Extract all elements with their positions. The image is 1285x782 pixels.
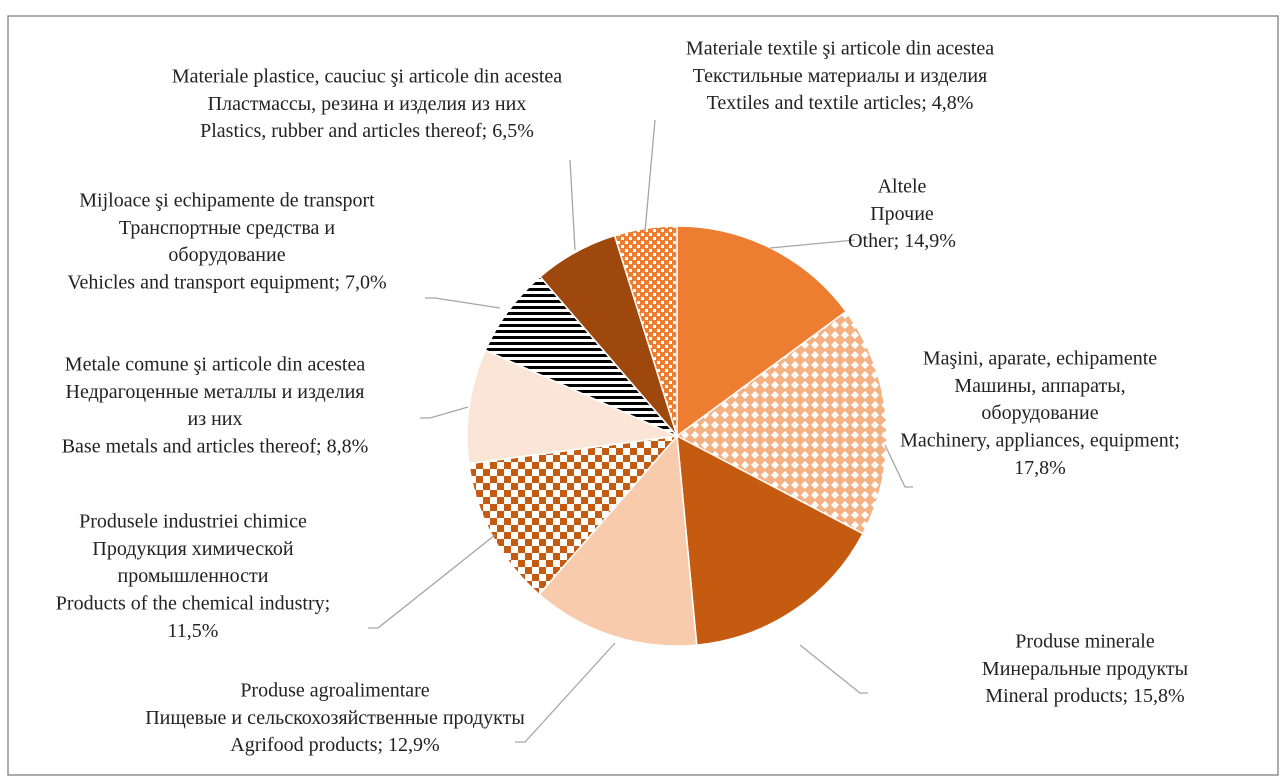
data-label: Materiale plastice, cauciuc şi articole …: [172, 66, 562, 88]
data-label: из них: [187, 408, 242, 430]
data-label: Vehicles and transport equipment; 7,0%: [67, 271, 386, 293]
data-label: Недрагоценные металлы и изделия: [66, 381, 365, 403]
data-label: Products of the chemical industry;: [56, 592, 330, 614]
data-label: Metale comune şi articole din acestea: [65, 354, 366, 376]
data-label: Machinery, appliances, equipment;: [900, 429, 1180, 451]
data-label: Produse agroalimentare: [240, 680, 429, 702]
data-label: Пластмассы, резина и изделия из них: [208, 93, 527, 115]
data-label: Altele: [878, 176, 927, 198]
data-label: Пищевые и сельскохозяйственные продукты: [145, 707, 525, 729]
pie-slice: [466, 349, 680, 465]
leader-line: [884, 444, 913, 488]
leader-line: [644, 119, 656, 233]
data-label: Транспортные средства и: [119, 217, 335, 239]
pie-slice: [675, 310, 888, 535]
data-label: оборудование: [981, 402, 1098, 424]
data-label: Текстильные материалы и изделия: [693, 65, 988, 87]
leader-line: [569, 159, 576, 251]
data-label: Textiles and textile articles; 4,8%: [707, 92, 974, 114]
data-label: Mineral products; 15,8%: [985, 685, 1184, 707]
data-label: Materiale textile şi articole din aceste…: [686, 38, 994, 60]
data-label: Maşini, aparate, echipamente: [923, 348, 1157, 370]
data-label: промышленности: [118, 565, 269, 587]
data-label: Produsele industriei chimice: [79, 511, 307, 533]
pie-slice: [676, 434, 864, 646]
data-label: оборудование: [168, 244, 285, 266]
data-label: Other; 14,9%: [848, 230, 956, 252]
data-label: Base metals and articles thereof; 8,8%: [62, 435, 369, 457]
data-label: Машины, аппараты,: [954, 375, 1125, 397]
leader-line: [368, 534, 496, 629]
data-label: Agrifood products; 12,9%: [230, 734, 439, 756]
pie-slice: [538, 434, 698, 647]
pie-slice: [676, 225, 848, 438]
leader-line: [799, 644, 868, 694]
data-label: 11,5%: [168, 620, 219, 642]
data-label: Продукция химической: [92, 538, 293, 560]
data-label: Минеральные продукты: [982, 658, 1188, 680]
leader-line: [769, 239, 856, 249]
data-label: 17,8%: [1014, 457, 1066, 479]
data-label: Mijloace şi echipamente de transport: [79, 190, 375, 212]
data-label: Plastics, rubber and articles thereof; 6…: [200, 120, 534, 142]
leader-line: [420, 406, 469, 419]
leader-line: [425, 297, 501, 309]
data-label: Прочие: [870, 203, 934, 225]
pie-slice: [467, 434, 679, 596]
leader-line: [515, 642, 616, 743]
data-label: Produse minerale: [1015, 631, 1155, 653]
